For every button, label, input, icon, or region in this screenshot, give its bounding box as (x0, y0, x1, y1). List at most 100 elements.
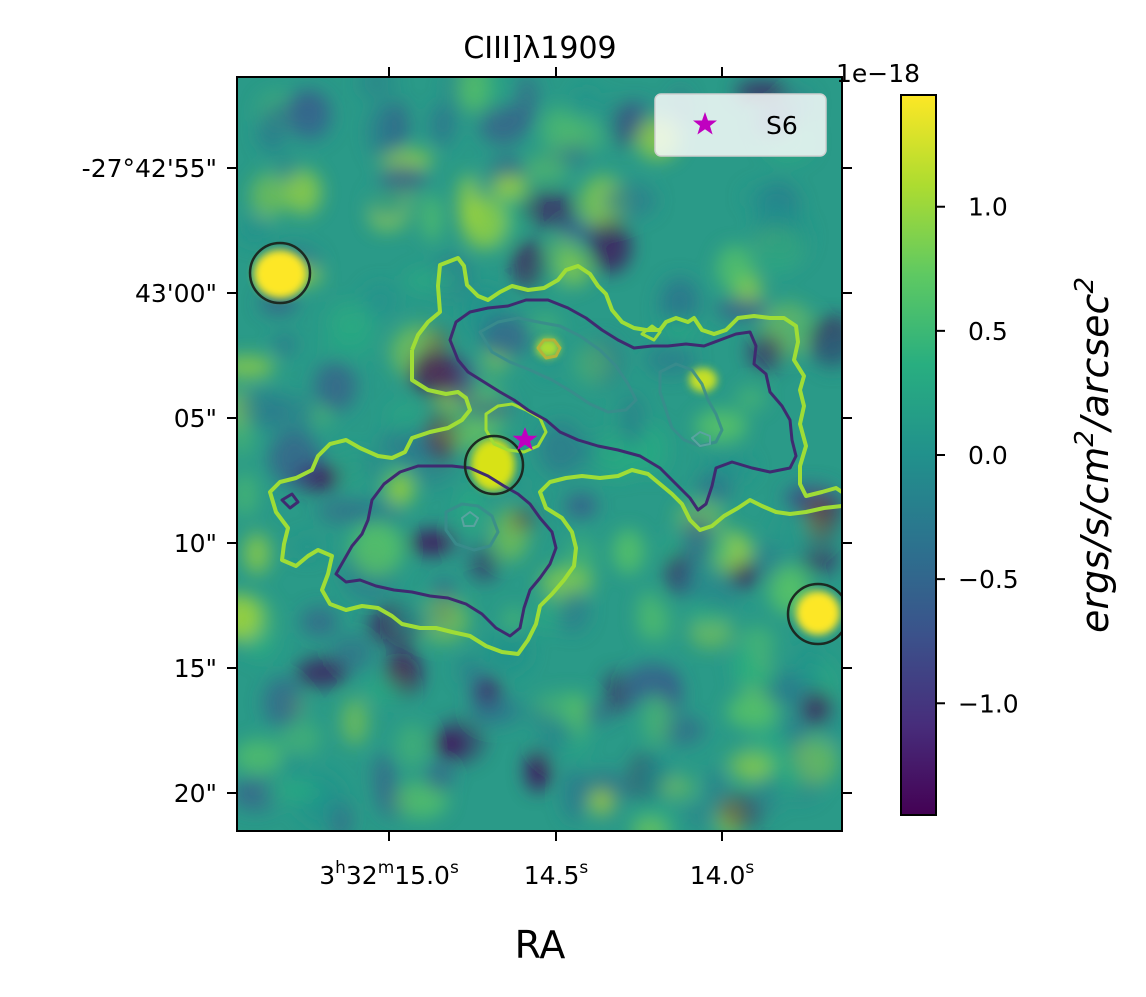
y-tick-label: 15" (174, 654, 217, 683)
noise-blob (538, 566, 594, 598)
contour-small-2 (640, 324, 662, 342)
noise-blob (385, 472, 415, 506)
noise-blob (565, 493, 598, 518)
noise-blob (617, 393, 645, 448)
noise-blob (805, 517, 839, 544)
contour-outer-upper (410, 256, 842, 498)
x-tick-labels: 3h32m15.0s 14.5s 14.0s (319, 858, 754, 890)
noise-blob (350, 521, 404, 577)
legend: S6 (654, 93, 827, 157)
y-tick-label: -27°42'55" (82, 154, 217, 183)
noise-blob (589, 788, 615, 815)
noise-blob (340, 698, 369, 746)
legend-label: S6 (766, 111, 798, 140)
noise-blob (459, 487, 482, 543)
noise-blob (801, 545, 839, 575)
noise-blob (525, 749, 552, 792)
noise-blob (575, 343, 613, 385)
contour-peak-1 (536, 338, 562, 360)
colorbar-offset-text: 1e−18 (836, 59, 920, 88)
noise-blob (264, 780, 320, 802)
source-circle (248, 241, 312, 305)
noise-blob (424, 761, 454, 793)
noise-blob (492, 507, 529, 561)
x-axis-label: RA (515, 923, 566, 967)
noise-blob (237, 355, 275, 379)
noise-blob (243, 532, 271, 575)
source-circle (786, 582, 842, 646)
legend-box (654, 93, 827, 157)
noise-blob (243, 632, 275, 660)
noise-blob (458, 656, 481, 684)
noise-blob (516, 77, 539, 129)
noise-blob (408, 529, 456, 556)
contour-peak-2 (691, 431, 711, 447)
noise-blob (557, 253, 592, 287)
noise-blob (237, 421, 253, 458)
y-tick-label: 20" (174, 779, 217, 808)
noise-blob (562, 768, 588, 822)
noise-blob (237, 389, 285, 427)
noise-blob (294, 106, 332, 141)
noise-blob (719, 792, 764, 831)
colorbar-ticks: 1.0 0.5 0.0 −0.5 −1.0 (936, 193, 1019, 718)
noise-blob (379, 149, 433, 171)
noise-blob (386, 397, 426, 438)
noise-blob (321, 328, 377, 360)
noise-blob (331, 634, 373, 674)
noise-blob (726, 694, 779, 729)
noise-blob (694, 566, 742, 613)
noise-blob (369, 186, 406, 221)
y-tick-label: 43'00" (135, 279, 217, 308)
noise-blob (379, 164, 427, 193)
noise-blob (296, 657, 347, 688)
noise-blob (602, 183, 657, 219)
axis-ticks (227, 67, 852, 841)
noise-blob (362, 678, 408, 704)
noise-blob (237, 739, 283, 775)
colorbar-gradient (900, 94, 937, 816)
noise-blob (274, 333, 295, 356)
contour-outer-lower (268, 350, 842, 656)
plot-frame (236, 76, 843, 832)
noise-blob (279, 720, 322, 756)
noise-blob (540, 107, 578, 153)
noise-blob (538, 421, 583, 476)
noise-blob (468, 545, 500, 582)
noise-blob (540, 719, 578, 747)
noise-blob (632, 818, 668, 831)
noise-blob (421, 194, 443, 243)
noise-blob (712, 454, 753, 482)
y-tick-label: 05" (174, 404, 217, 433)
noise-blob (367, 105, 399, 161)
contour-small-1 (280, 492, 300, 510)
contour-inner-ring (484, 402, 548, 454)
noise-blob (739, 661, 777, 692)
noise-blob (433, 732, 467, 756)
noise-blob (471, 696, 521, 726)
noise-blob (357, 77, 396, 102)
contour-peak-3 (461, 511, 479, 527)
noise-blob (636, 590, 660, 641)
noise-blob (237, 593, 262, 642)
chart-title: CIII]λ1909 (463, 31, 616, 66)
noise-blob (524, 153, 570, 183)
x-tick-label-2: 14.0s (690, 858, 755, 890)
contour-mid-2 (658, 362, 724, 448)
colorbar-tick-label: 0.0 (968, 441, 1008, 470)
colorbar-label: ergs/s/cm2/arcsec2 (1070, 277, 1117, 633)
noise-blob (658, 776, 696, 799)
noise-blob (755, 211, 810, 263)
noise-blob (612, 529, 645, 574)
noise-blob (800, 690, 833, 727)
noise-blob (777, 709, 811, 741)
noise-blob (479, 103, 527, 146)
noise-blob (673, 562, 697, 599)
contour-dark-upper (448, 298, 798, 512)
noise-blob (716, 245, 755, 292)
noise-blob (639, 423, 669, 477)
noise-blob (457, 77, 490, 114)
contours (268, 256, 842, 656)
noise-blob (645, 342, 696, 377)
